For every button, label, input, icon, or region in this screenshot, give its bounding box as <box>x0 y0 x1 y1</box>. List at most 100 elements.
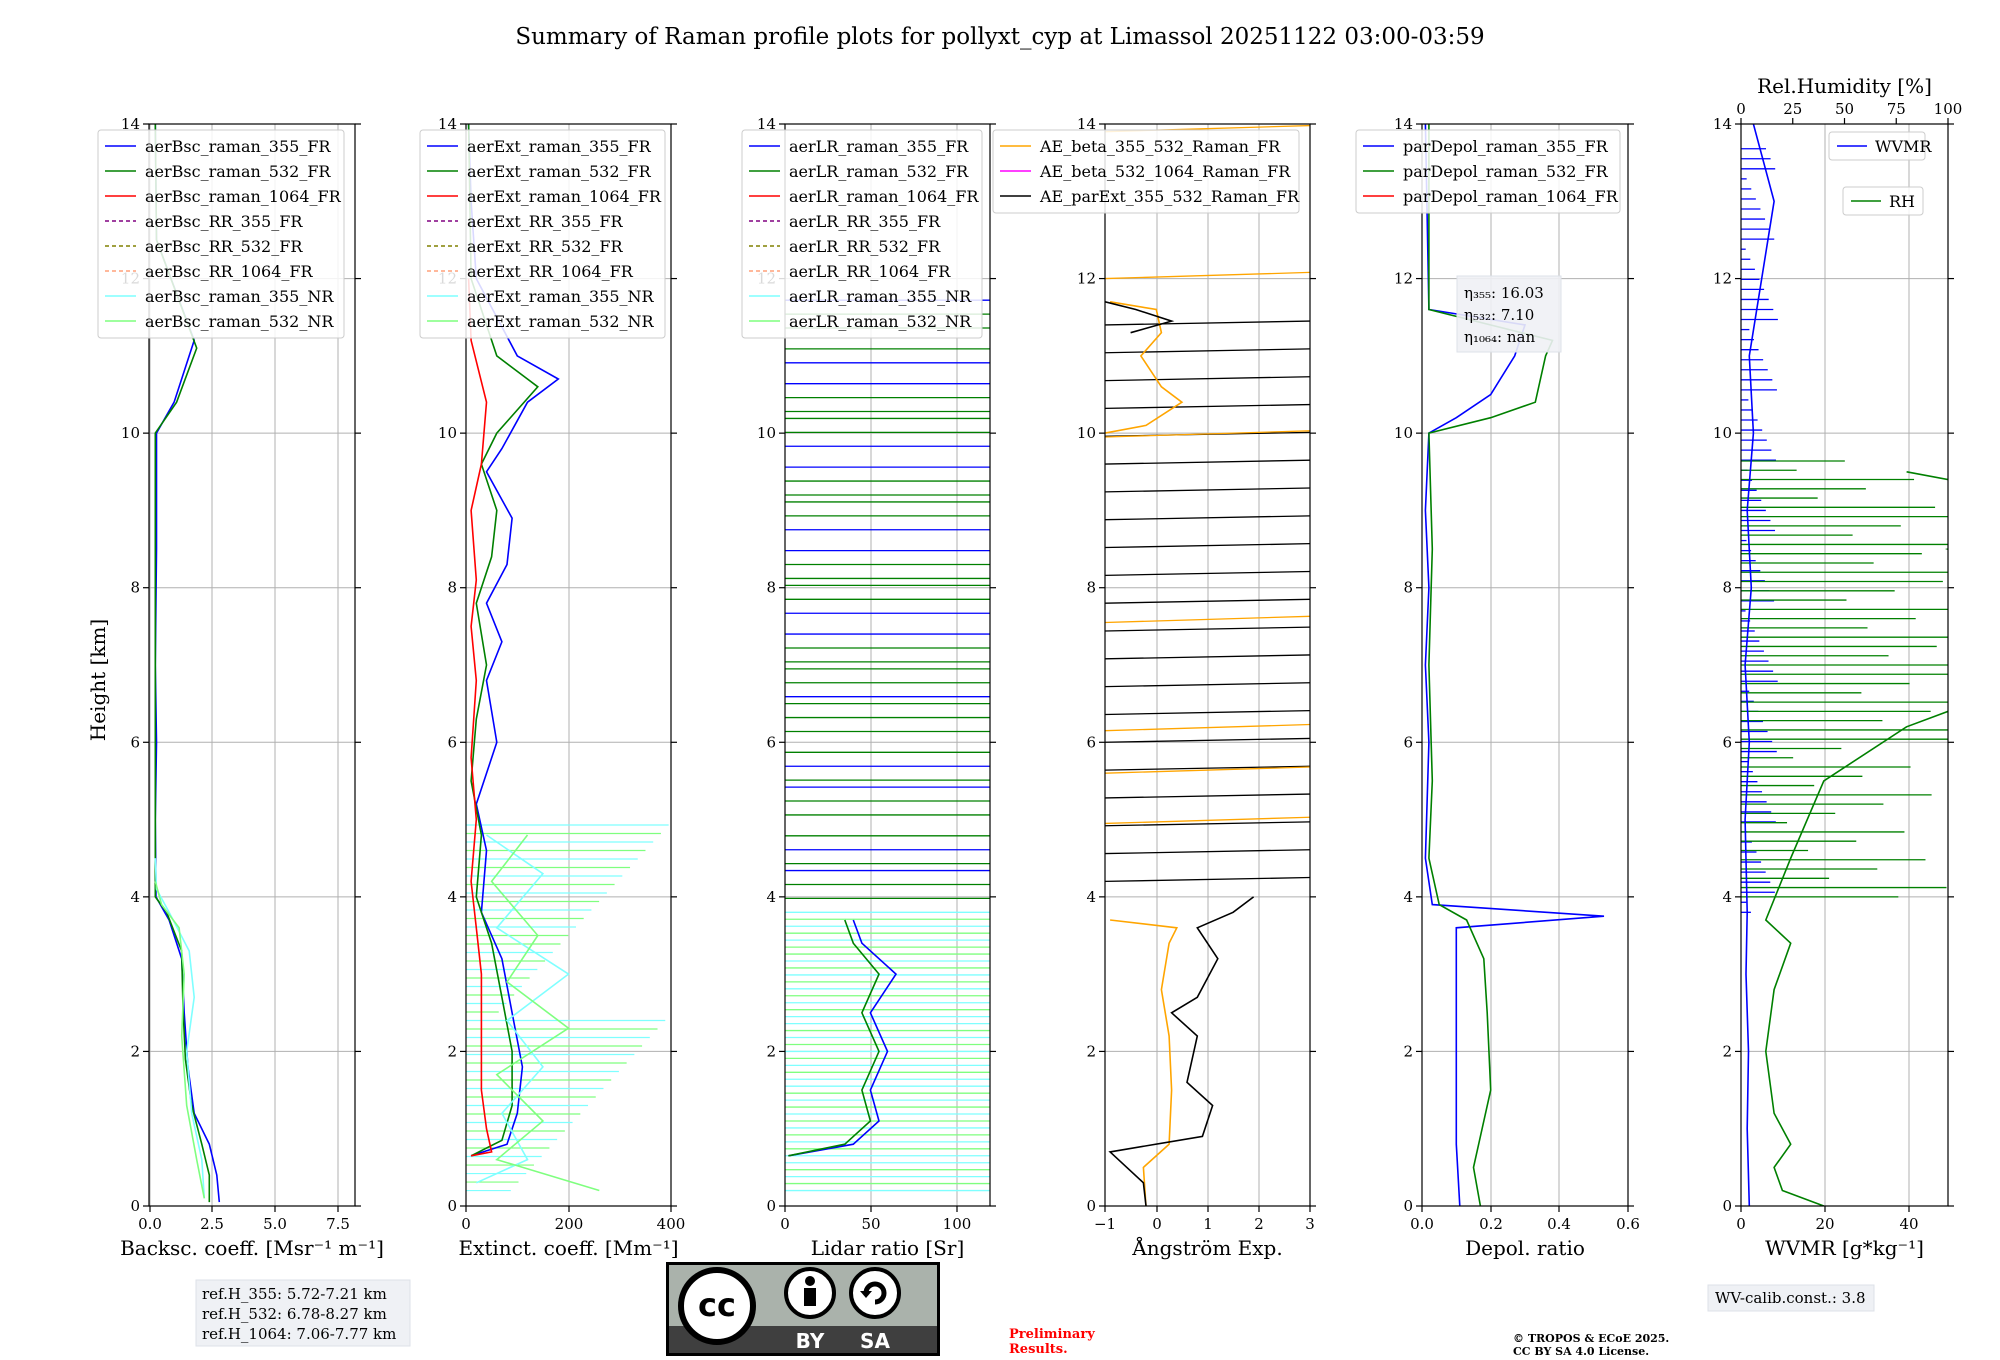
y-tick-label: 0 <box>1403 1197 1413 1215</box>
y-tick-label: 10 <box>121 424 140 442</box>
ae-streak <box>1105 570 1310 576</box>
wv-calib-box: WV-calib.const.: 3.8 <box>1707 1284 1875 1312</box>
share-alike-icon <box>849 1267 901 1319</box>
legend-box <box>97 129 345 339</box>
ae-streak <box>1105 626 1310 632</box>
profile-backscatter-3 <box>154 881 206 1199</box>
legend-entry: aerLR_raman_532_NR <box>789 312 972 331</box>
y-tick-label: 2 <box>766 1042 776 1060</box>
profile-wvmr-1 <box>1764 471 1948 1206</box>
legend-entry: parDepol_raman_1064_FR <box>1403 187 1619 206</box>
legend-entry: aerLR_RR_532_FR <box>789 237 941 256</box>
legend-entry: WVMR <box>1875 137 1932 156</box>
by-text: BY <box>796 1329 825 1353</box>
ae-streak <box>1105 543 1310 549</box>
panel-lidar_ratio: 02468101214050100Lidar ratio [Sr]aerLR_r… <box>741 115 996 1260</box>
legend-box <box>1828 131 1926 161</box>
x-tick-label: 0 <box>461 1215 471 1233</box>
y-tick-label: 4 <box>1086 888 1096 906</box>
x-tick-label: 0 <box>780 1215 790 1233</box>
ae-streak <box>1105 765 1310 771</box>
x-tick-label: 0.0 <box>138 1215 162 1233</box>
axes-frame <box>148 123 356 1207</box>
profile-extinction-1 <box>467 124 539 1157</box>
ae-streak-orange <box>1105 271 1310 280</box>
y-tick-label: 14 <box>757 115 776 133</box>
legend-entry: aerBsc_RR_1064_FR <box>145 262 314 281</box>
ae-streak-orange <box>1105 615 1310 624</box>
y-tick-label: 6 <box>766 733 776 751</box>
x-tick-label: 2.5 <box>200 1215 224 1233</box>
ae-streak <box>1105 598 1310 604</box>
profile-lidar_ratio-0 <box>788 919 898 1157</box>
y-tick-label: 2 <box>130 1042 140 1060</box>
x2-axis-label: Rel.Humidity [%] <box>1757 74 1932 98</box>
x-tick-label: 20 <box>1815 1215 1834 1233</box>
legend-entry: parDepol_raman_355_FR <box>1403 137 1609 156</box>
legend-entry: aerExt_RR_532_FR <box>467 237 624 256</box>
profile-angstrom-0 <box>1110 919 1179 1206</box>
legend-entry: AE_parExt_355_532_Raman_FR <box>1039 187 1300 206</box>
ae-streak <box>1105 821 1310 827</box>
y-tick-label: 2 <box>447 1042 457 1060</box>
ref-h-1064: ref.H_1064: 7.06-7.77 km <box>202 1325 396 1343</box>
legend-entry: aerLR_raman_532_FR <box>789 162 969 181</box>
x-tick-label: 0.0 <box>1410 1215 1434 1233</box>
y-tick-label: 10 <box>1394 424 1413 442</box>
legend-entry: aerBsc_raman_1064_FR <box>145 187 342 206</box>
cc-license-badge: cc BY SA <box>666 1262 940 1356</box>
preliminary-line1: Preliminary <box>1009 1327 1095 1342</box>
y-tick-label: 6 <box>1086 733 1096 751</box>
legend-entry: aerLR_RR_355_FR <box>789 212 941 231</box>
x2-tick-label: 25 <box>1783 100 1802 118</box>
x-axis-label: Backsc. coeff. [Msr⁻¹ m⁻¹] <box>120 1236 384 1260</box>
profile-extinction-4 <box>490 834 600 1192</box>
eta-label: η₅₃₂: 7.10 <box>1464 306 1534 324</box>
y-tick-label: 0 <box>766 1197 776 1215</box>
copyright-line2: CC BY SA 4.0 License. <box>1513 1345 1649 1358</box>
legend-entry: aerExt_raman_1064_FR <box>467 187 662 206</box>
profile-extinction-3 <box>475 834 570 1184</box>
ae-streak <box>1105 403 1310 410</box>
y-tick-label: 14 <box>438 115 457 133</box>
y-tick-label: 2 <box>1722 1042 1732 1060</box>
x-tick-label: 0.6 <box>1616 1215 1640 1233</box>
legend-box <box>992 129 1300 214</box>
figure-title: Summary of Raman profile plots for polly… <box>515 24 1484 50</box>
y-tick-label: 10 <box>1077 424 1096 442</box>
ae-streak-orange <box>1105 430 1310 438</box>
wv-calib-text: WV-calib.const.: 3.8 <box>1715 1289 1866 1307</box>
legend-entry: aerLR_raman_355_NR <box>789 287 972 306</box>
legend-entry: aerExt_raman_532_NR <box>467 312 655 331</box>
x-axis-label: Extinct. coeff. [Mm⁻¹] <box>458 1236 678 1260</box>
legend-box <box>1842 186 1924 216</box>
y-tick-label: 8 <box>1403 579 1413 597</box>
ae-streak <box>1105 376 1310 382</box>
y-tick-label: 0 <box>447 1197 457 1215</box>
y-tick-label: 8 <box>130 579 140 597</box>
ae-streak-orange <box>1105 723 1310 732</box>
x-tick-label: 0 <box>1736 1215 1746 1233</box>
y-tick-label: 4 <box>447 888 457 906</box>
panel-extinction: 024681012140200400Extinct. coeff. [Mm⁻¹]… <box>419 115 685 1260</box>
profile-angstrom-1 <box>1108 896 1255 1206</box>
y-tick-label: 6 <box>1403 733 1413 751</box>
y-tick-label: 4 <box>766 888 776 906</box>
y-tick-label: 4 <box>1722 888 1732 906</box>
sa-text: SA <box>860 1329 890 1353</box>
y-tick-label: 4 <box>130 888 140 906</box>
x-tick-label: 40 <box>1899 1215 1918 1233</box>
ae-streak <box>1105 320 1310 326</box>
ref-height-box: ref.H_355: 5.72-7.21 km ref.H_532: 6.78-… <box>195 1279 411 1347</box>
legend-entry: aerBsc_raman_532_FR <box>145 162 331 181</box>
y-tick-label: 6 <box>1722 733 1732 751</box>
legend-entry: aerBsc_RR_355_FR <box>145 212 303 231</box>
legend-entry: aerExt_raman_355_NR <box>467 287 655 306</box>
y-tick-label: 10 <box>757 424 776 442</box>
ae-streak <box>1105 348 1310 354</box>
x-axis-label: Lidar ratio [Sr] <box>811 1236 965 1260</box>
x-tick-label: 5.0 <box>263 1215 287 1233</box>
profile-lines <box>1105 124 1310 1206</box>
